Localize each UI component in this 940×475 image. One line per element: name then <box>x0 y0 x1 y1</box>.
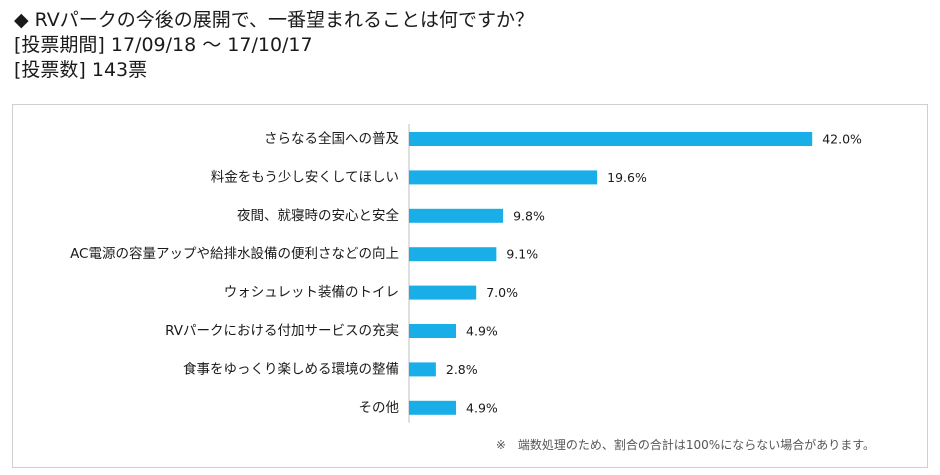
value-label: 4.9% <box>466 400 498 415</box>
bar-chart: さらなる全国への普及 42.0% 料金をもう少し安くしてほしい 19.6% 夜間、就寝時… <box>70 124 862 423</box>
footnote: ※ 端数処理のため、割合の合計は100%にならない場合があります。 <box>495 438 875 452</box>
bar <box>409 208 504 223</box>
diamond-icon: ◆ <box>14 9 29 31</box>
value-label: 4.9% <box>466 324 498 339</box>
question-text: RVパークの今後の展開で、一番望まれることは何ですか？ <box>34 9 535 31</box>
category-label: 料金をもう少し安くしてほしい <box>211 169 399 185</box>
category-label: 夜間、就寝時の安心と安全 <box>237 207 399 224</box>
vote-count: [投票数] 143票 <box>14 59 148 81</box>
value-label: 9.8% <box>513 208 545 223</box>
bar <box>409 170 598 185</box>
category-label: ウォシュレット装備のトイレ <box>224 285 399 301</box>
value-label: 42.0% <box>822 132 862 147</box>
chart-header: ◆ RVパークの今後の展開で、一番望まれることは何ですか？ [投票期間] 17/0… <box>14 8 914 83</box>
value-label: 7.0% <box>486 285 518 300</box>
category-label: その他 <box>359 400 400 416</box>
bar <box>409 400 457 415</box>
bar <box>409 132 813 146</box>
vote-period: [投票期間] 17/09/18 ～ 17/10/17 <box>14 34 313 56</box>
category-label: AC電源の容量アップや給排水設備の便利さなどの向上 <box>70 245 399 262</box>
bar <box>409 362 436 377</box>
bar <box>409 324 457 338</box>
category-label: RVパークにおける付加サービスの充実 <box>165 323 399 339</box>
category-label: 食事をゆっくり楽しめる環境の整備 <box>183 360 399 377</box>
question-line: ◆ RVパークの今後の展開で、一番望まれることは何ですか？ <box>14 8 914 33</box>
value-label: 2.8% <box>446 362 478 377</box>
category-label: さらなる全国への普及 <box>264 130 399 147</box>
bar <box>409 285 477 300</box>
chart-area: さらなる全国への普及 42.0% 料金をもう少し安くしてほしい 19.6% 夜間、就寝時… <box>12 104 928 468</box>
value-label: 19.6% <box>607 170 647 185</box>
bar <box>409 247 497 262</box>
value-label: 9.1% <box>506 247 538 262</box>
